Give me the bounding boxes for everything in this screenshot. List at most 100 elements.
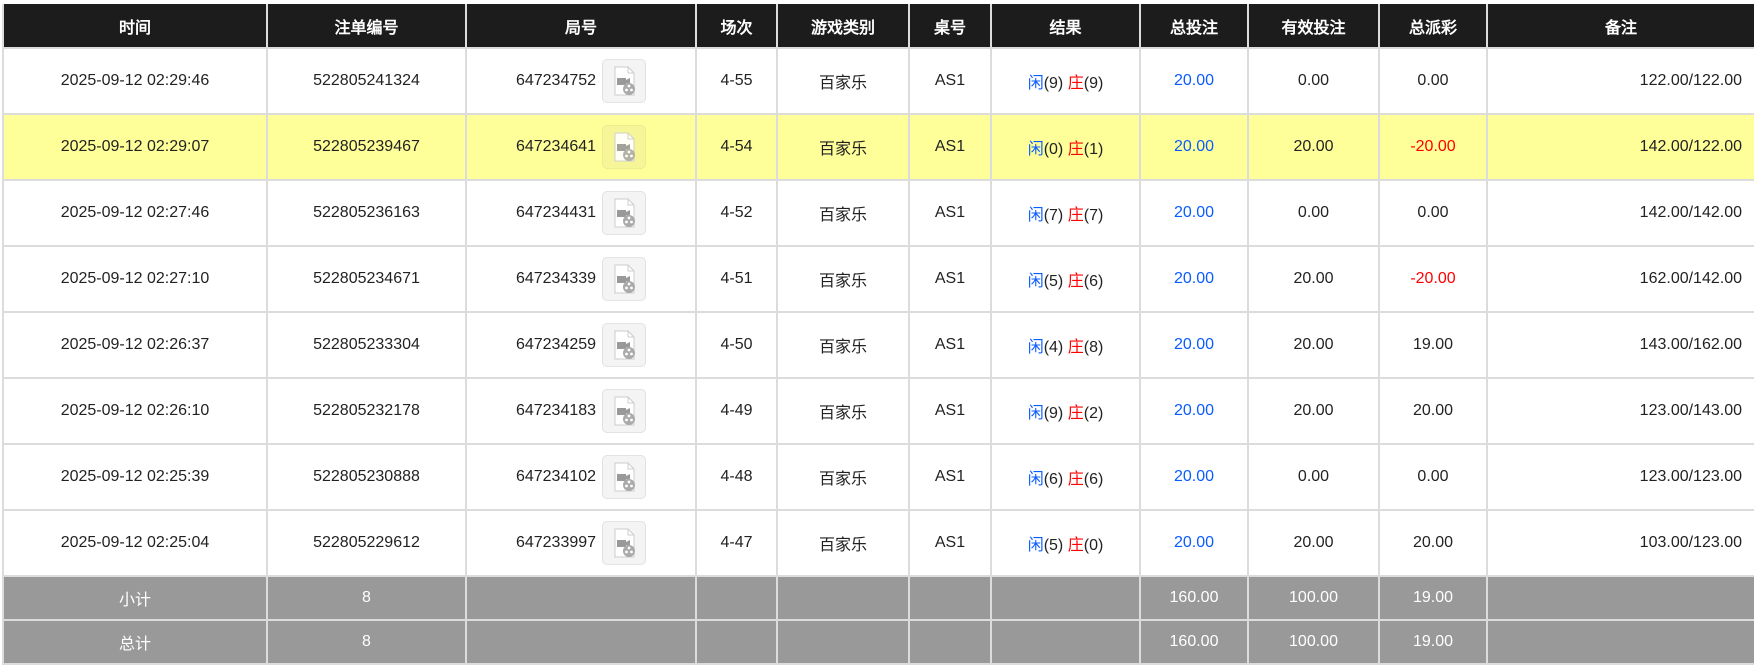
game-type-cell: 百家乐: [776, 311, 910, 379]
total-bet-cell: 20.00: [1139, 311, 1249, 379]
payout-cell: -20.00: [1378, 245, 1488, 313]
round-id-cell: 647234339: [465, 245, 697, 313]
valid-bet-cell: 20.00: [1247, 311, 1380, 379]
video-replay-icon[interactable]: [602, 59, 647, 103]
column-header: 有效投注: [1247, 4, 1380, 49]
note-cell: 142.00/122.00: [1486, 113, 1754, 181]
summary-payout: 19.00: [1378, 575, 1488, 621]
player-label: 闲: [1027, 75, 1044, 92]
round-id: 647234752: [515, 72, 597, 89]
video-replay-icon[interactable]: [602, 455, 647, 499]
table-row[interactable]: 2025-09-12 02:26:37 522805233304 647234259…: [2, 311, 1754, 379]
player-score: (7): [1043, 207, 1064, 224]
player-label: 闲: [1027, 207, 1044, 224]
empty-cell: [465, 619, 697, 665]
game-type-cell: 百家乐: [776, 47, 910, 115]
bet-id-cell: 522805236163: [266, 179, 467, 247]
banker-label: 庄: [1067, 471, 1084, 488]
video-replay-icon[interactable]: [602, 125, 647, 169]
summary-total-bet: 160.00: [1139, 619, 1249, 665]
table-cell: AS1: [908, 509, 992, 577]
round-id-cell: 647233997: [465, 509, 697, 577]
banker-label: 庄: [1067, 141, 1084, 158]
total-bet-cell: 20.00: [1139, 377, 1249, 445]
banker-label: 庄: [1067, 339, 1084, 356]
shoe-cell: 4-50: [695, 311, 778, 379]
table-cell: AS1: [908, 113, 992, 181]
result-cell: 闲(6) 庄(6): [990, 443, 1141, 511]
column-header: 场次: [695, 4, 778, 49]
result-cell: 闲(5) 庄(0): [990, 509, 1141, 577]
payout-cell: 0.00: [1378, 443, 1488, 511]
video-replay-icon[interactable]: [602, 257, 647, 301]
round-id: 647234431: [515, 204, 597, 221]
round-id: 647234259: [515, 336, 597, 353]
empty-cell: [695, 619, 778, 665]
table-cell: AS1: [908, 47, 992, 115]
summary-valid-bet: 100.00: [1247, 619, 1380, 665]
player-score: (5): [1043, 537, 1064, 554]
time-cell: 2025-09-12 02:29:07: [2, 113, 268, 181]
player-score: (4): [1043, 339, 1064, 356]
payout-cell: 20.00: [1378, 509, 1488, 577]
round-id-cell: 647234641: [465, 113, 697, 181]
summary-payout: 19.00: [1378, 619, 1488, 665]
shoe-cell: 4-54: [695, 113, 778, 181]
table-cell: AS1: [908, 311, 992, 379]
table-cell: AS1: [908, 443, 992, 511]
empty-cell: [990, 619, 1141, 665]
result-cell: 闲(7) 庄(7): [990, 179, 1141, 247]
grand-total-row: 总计 8 160.00 100.00 19.00: [2, 619, 1754, 665]
payout-cell: -20.00: [1378, 113, 1488, 181]
result-cell: 闲(4) 庄(8): [990, 311, 1141, 379]
game-type-cell: 百家乐: [776, 179, 910, 247]
player-label: 闲: [1027, 405, 1044, 422]
table-row[interactable]: 2025-09-12 02:29:46 522805241324 647234752…: [2, 47, 1754, 115]
total-bet-cell: 20.00: [1139, 509, 1249, 577]
column-header: 局号: [465, 4, 697, 49]
bet-id-cell: 522805241324: [266, 47, 467, 115]
video-replay-icon[interactable]: [602, 389, 647, 433]
payout-cell: 0.00: [1378, 179, 1488, 247]
table-row[interactable]: 2025-09-12 02:29:07 522805239467 647234641…: [2, 113, 1754, 181]
video-replay-icon[interactable]: [602, 191, 647, 235]
bet-id-cell: 522805233304: [266, 311, 467, 379]
table-row[interactable]: 2025-09-12 02:25:39 522805230888 647234102…: [2, 443, 1754, 511]
shoe-cell: 4-47: [695, 509, 778, 577]
total-bet-cell: 20.00: [1139, 443, 1249, 511]
summary-total-bet: 160.00: [1139, 575, 1249, 621]
time-cell: 2025-09-12 02:29:46: [2, 47, 268, 115]
subtotal-row: 小计 8 160.00 100.00 19.00: [2, 575, 1754, 621]
round-id-cell: 647234183: [465, 377, 697, 445]
shoe-cell: 4-55: [695, 47, 778, 115]
video-replay-icon[interactable]: [602, 521, 647, 565]
banker-score: (9): [1083, 75, 1104, 92]
table-row[interactable]: 2025-09-12 02:25:04 522805229612 647233997…: [2, 509, 1754, 577]
round-id: 647234339: [515, 270, 597, 287]
round-id: 647234183: [515, 402, 597, 419]
banker-score: (8): [1083, 339, 1104, 356]
table-row[interactable]: 2025-09-12 02:26:10 522805232178 647234183…: [2, 377, 1754, 445]
player-label: 闲: [1027, 339, 1044, 356]
banker-score: (6): [1083, 471, 1104, 488]
banker-label: 庄: [1067, 207, 1084, 224]
banker-label: 庄: [1067, 537, 1084, 554]
banker-score: (0): [1083, 537, 1104, 554]
table-row[interactable]: 2025-09-12 02:27:10 522805234671 647234339…: [2, 245, 1754, 313]
banker-label: 庄: [1067, 405, 1084, 422]
empty-cell: [908, 619, 992, 665]
column-header: 注单编号: [266, 4, 467, 49]
video-replay-icon[interactable]: [602, 323, 647, 367]
table-cell: AS1: [908, 245, 992, 313]
empty-cell: [695, 575, 778, 621]
valid-bet-cell: 0.00: [1247, 47, 1380, 115]
note-cell: 122.00/122.00: [1486, 47, 1754, 115]
table-row[interactable]: 2025-09-12 02:27:46 522805236163 647234431…: [2, 179, 1754, 247]
summary-label: 总计: [2, 619, 268, 665]
player-label: 闲: [1027, 471, 1044, 488]
banker-label: 庄: [1067, 273, 1084, 290]
empty-cell: [908, 575, 992, 621]
shoe-cell: 4-52: [695, 179, 778, 247]
time-cell: 2025-09-12 02:25:39: [2, 443, 268, 511]
table-cell: AS1: [908, 377, 992, 445]
